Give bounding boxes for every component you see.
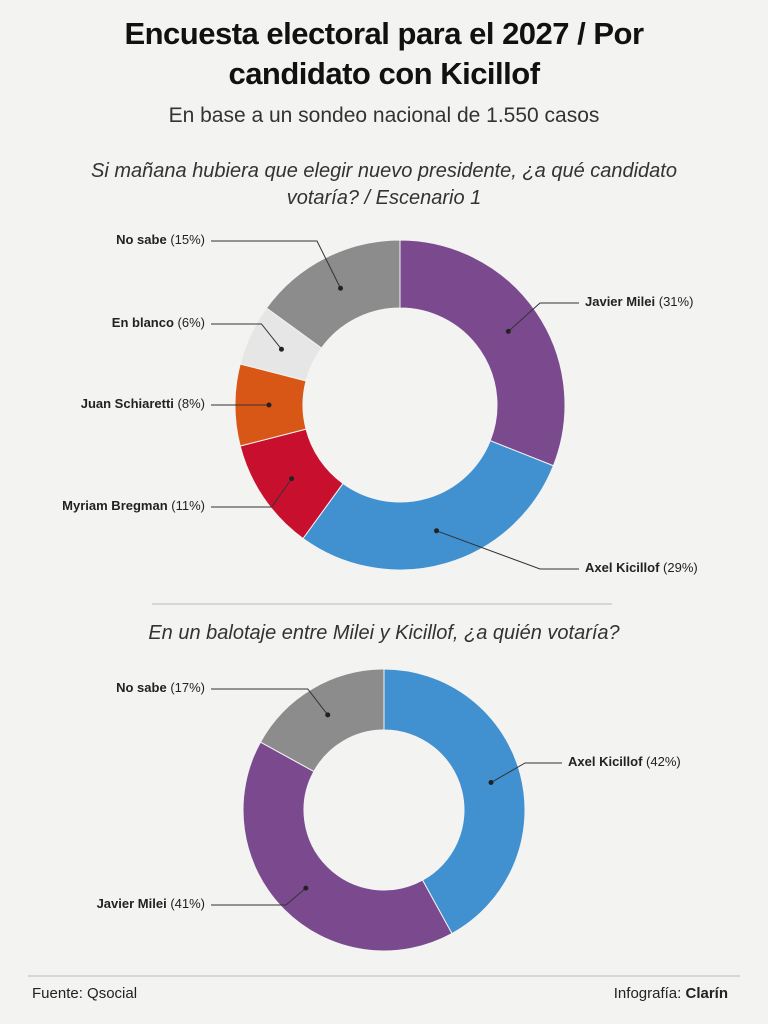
slice-name: Juan Schiaretti [81, 396, 174, 411]
slice-label: No sabe (15%) [116, 232, 205, 247]
slice-name: Javier Milei [97, 896, 167, 911]
leader-line [211, 323, 282, 350]
slice-label: Javier Milei (41%) [97, 896, 205, 911]
slice-name: Axel Kicillof [585, 560, 660, 575]
credit-name: Clarín [685, 985, 728, 1002]
leader-dot [325, 712, 331, 718]
leader-line [211, 478, 293, 508]
slice-name: Axel Kicillof [568, 754, 643, 769]
slice-value: (42%) [646, 754, 681, 769]
slice-value: (41%) [170, 896, 205, 911]
leader-dot [505, 328, 511, 334]
slice-name: No sabe [116, 232, 167, 247]
leader-line [211, 887, 307, 906]
slice-label: Axel Kicillof (29%) [585, 560, 698, 575]
leader-line [436, 530, 579, 570]
credit-label: Infografía: [613, 985, 682, 1002]
donut-slice [399, 239, 566, 467]
slice-label: Axel Kicillof (42%) [568, 754, 681, 769]
slice-value: (31%) [659, 294, 694, 309]
leader-dot [278, 346, 284, 352]
leader-dot [338, 285, 344, 291]
leader-dot [303, 885, 309, 891]
slice-value: (15%) [170, 232, 205, 247]
slice-label: No sabe (17%) [116, 680, 205, 695]
slice-label: Javier Milei (31%) [585, 294, 693, 309]
source: Fuente: Qsocial [32, 985, 138, 1002]
leader-line [508, 302, 579, 332]
slice-label: Myriam Bregman (11%) [62, 498, 205, 513]
subtitle: En base a un sondeo nacional de 1.550 ca… [168, 104, 600, 127]
slice-name: No sabe [116, 680, 167, 695]
leader-line [490, 762, 562, 783]
donut-slice [383, 668, 526, 935]
slice-name: En blanco [112, 315, 174, 330]
slice-value: (6%) [178, 315, 205, 330]
slice-name: Javier Milei [585, 294, 655, 309]
leader-dot [266, 402, 272, 408]
slice-label: Juan Schiaretti (8%) [81, 396, 205, 411]
donut-slice [302, 440, 555, 571]
title: Encuesta electoral para el 2027 / Por ca… [124, 16, 644, 91]
slice-label: En blanco (6%) [112, 315, 205, 330]
slice-value: (29%) [663, 560, 698, 575]
leader-dot [289, 476, 295, 482]
leader-dot [434, 528, 440, 534]
donut-slice [259, 668, 385, 773]
leader-line [211, 688, 329, 716]
donut-slice [265, 239, 401, 349]
slice-value: (17%) [170, 680, 205, 695]
slice-name: Myriam Bregman [62, 498, 168, 513]
leader-dot [488, 780, 494, 786]
donut-slice [242, 741, 453, 952]
credit: Infografía: Clarín [614, 985, 728, 1002]
slice-value: (11%) [171, 498, 205, 513]
leader-line [211, 240, 341, 289]
question: En un balotaje entre Milei y Kicillof, ¿… [148, 622, 620, 644]
slice-value: (8%) [178, 396, 205, 411]
question: Si mañana hubiera que elegir nuevo presi… [91, 160, 677, 209]
